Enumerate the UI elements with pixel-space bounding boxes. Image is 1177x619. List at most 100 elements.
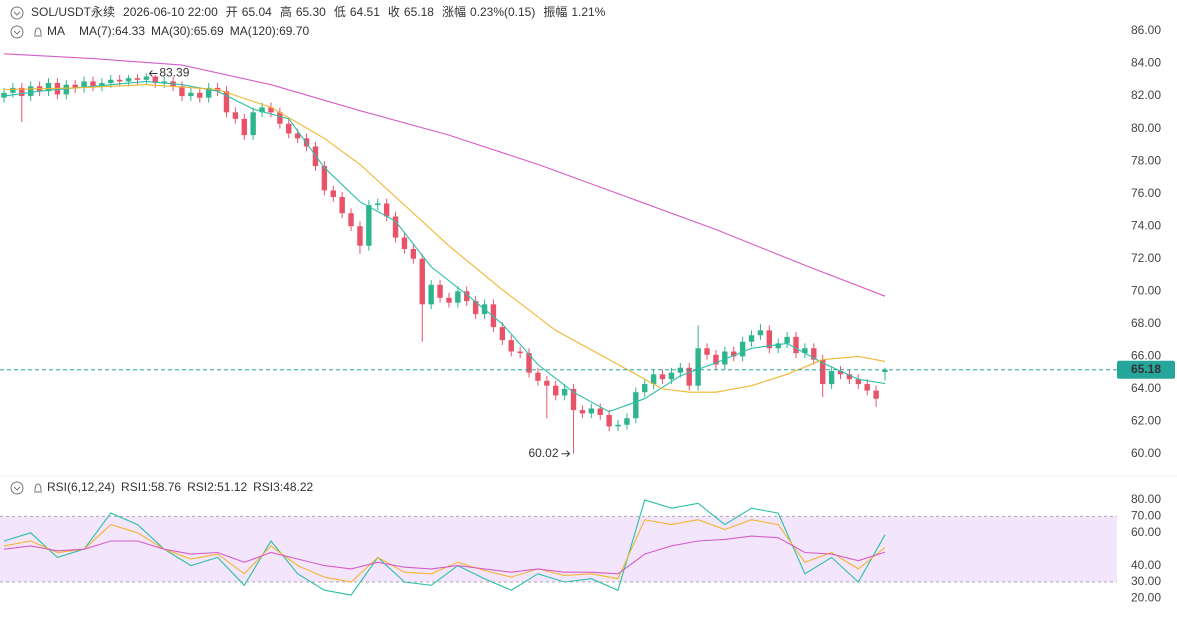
candle-body <box>1 92 7 98</box>
y-tick-label: 64.00 <box>1131 381 1161 395</box>
candle-body <box>152 76 158 84</box>
header-amplitude: 1.21% <box>571 5 605 19</box>
last-price-label: 65.18 <box>1131 362 1161 376</box>
candle-body <box>268 107 274 113</box>
candle-body <box>864 384 870 391</box>
marker-arrow <box>561 450 571 458</box>
candle-body <box>455 291 461 303</box>
y-tick-label: 78.00 <box>1131 153 1161 167</box>
candle-body <box>508 340 514 352</box>
candle-body <box>134 78 141 80</box>
candle-body <box>348 213 354 227</box>
candles <box>1 73 888 454</box>
candle-body <box>10 87 16 93</box>
candle-body <box>27 86 34 97</box>
candle-body <box>428 284 434 305</box>
header-low: 64.51 <box>350 5 380 19</box>
candle-body <box>820 359 826 385</box>
y-tick-label: 80.00 <box>1131 492 1161 506</box>
header-icon[interactable] <box>10 6 24 20</box>
y-tick-label: 70.00 <box>1131 283 1161 297</box>
candle-body <box>232 112 239 119</box>
candle-body <box>277 112 283 124</box>
candle-body <box>828 371 835 385</box>
candle-body <box>606 414 612 427</box>
y-tick-label: 70.00 <box>1131 509 1161 523</box>
candle-body <box>722 351 728 365</box>
candle-body <box>294 133 301 139</box>
candle-body <box>535 372 541 381</box>
y-tick-label: 74.00 <box>1131 218 1161 232</box>
indicator-line <box>3 80 886 413</box>
candle-body <box>882 369 888 373</box>
y-tick-label: 66.00 <box>1131 349 1161 363</box>
candle-body <box>472 301 479 315</box>
legend-entry: MA(120):69.70 <box>230 24 310 38</box>
candle-body <box>116 79 123 82</box>
low-marker-label: 60.02 <box>529 446 559 460</box>
header-high-label: 高 <box>280 4 292 19</box>
y-tick-label: 68.00 <box>1131 316 1161 330</box>
candle-body <box>63 84 69 95</box>
y-tick-label: 30.00 <box>1131 574 1161 588</box>
legend-entry: MA(7):64.33 <box>79 24 145 38</box>
y-tick-label: 80.00 <box>1131 121 1161 135</box>
candle-body <box>802 348 808 354</box>
candle-body <box>375 203 381 206</box>
candle-body <box>286 123 292 134</box>
candle-body <box>588 408 595 414</box>
candle-body <box>490 304 497 328</box>
candle-body <box>197 92 203 98</box>
candle-body <box>784 336 790 344</box>
candle-body <box>464 291 470 302</box>
candle-body <box>383 203 390 217</box>
candle-body <box>99 83 105 87</box>
y-tick-label: 62.00 <box>1131 414 1161 428</box>
candle-body <box>72 84 78 88</box>
candle-body <box>90 81 96 87</box>
header-low-label: 低 <box>334 5 346 19</box>
header-close-label: 收 <box>388 5 400 19</box>
candle-body <box>837 371 844 375</box>
indicator-line <box>3 499 886 596</box>
candle-body <box>143 76 150 80</box>
indicator-line <box>3 53 886 297</box>
candle-body <box>668 372 675 380</box>
candle-body <box>19 87 25 97</box>
rsi-icon[interactable] <box>10 481 42 495</box>
candle-body <box>873 390 879 399</box>
header-change: 0.23%(0.15) <box>470 5 535 19</box>
candle-body <box>739 341 746 357</box>
indicator-line <box>3 519 886 583</box>
candle-body <box>570 388 577 411</box>
candle-body <box>125 78 132 82</box>
candle-body <box>446 297 452 303</box>
candle-body <box>437 284 443 298</box>
candle-body <box>330 190 336 197</box>
header-time: 2026-06-10 22:00 <box>123 5 218 19</box>
candle-body <box>553 385 559 396</box>
ma-icon[interactable] <box>10 25 42 39</box>
candle-body <box>659 374 666 380</box>
candle-body <box>695 348 701 386</box>
candle-body <box>544 380 550 386</box>
candle-body <box>357 226 363 246</box>
y-tick-label: 40.00 <box>1131 558 1161 572</box>
candle-body <box>81 81 87 88</box>
candle-body <box>757 330 764 336</box>
candle-body <box>517 351 523 354</box>
candle-body <box>561 388 568 396</box>
legend-entry: RSI3:48.22 <box>253 480 313 494</box>
last-price-box <box>1117 360 1175 379</box>
candle-body <box>766 330 773 349</box>
candle-body <box>205 87 212 98</box>
legend-entry: MA(30):65.69 <box>151 24 224 38</box>
candle-body <box>704 348 710 355</box>
candle-body <box>650 374 657 385</box>
candle-body <box>633 392 639 419</box>
candle-body <box>579 410 586 414</box>
candle-body <box>241 118 247 136</box>
indicator-line <box>3 535 886 575</box>
candle-body <box>161 81 167 84</box>
